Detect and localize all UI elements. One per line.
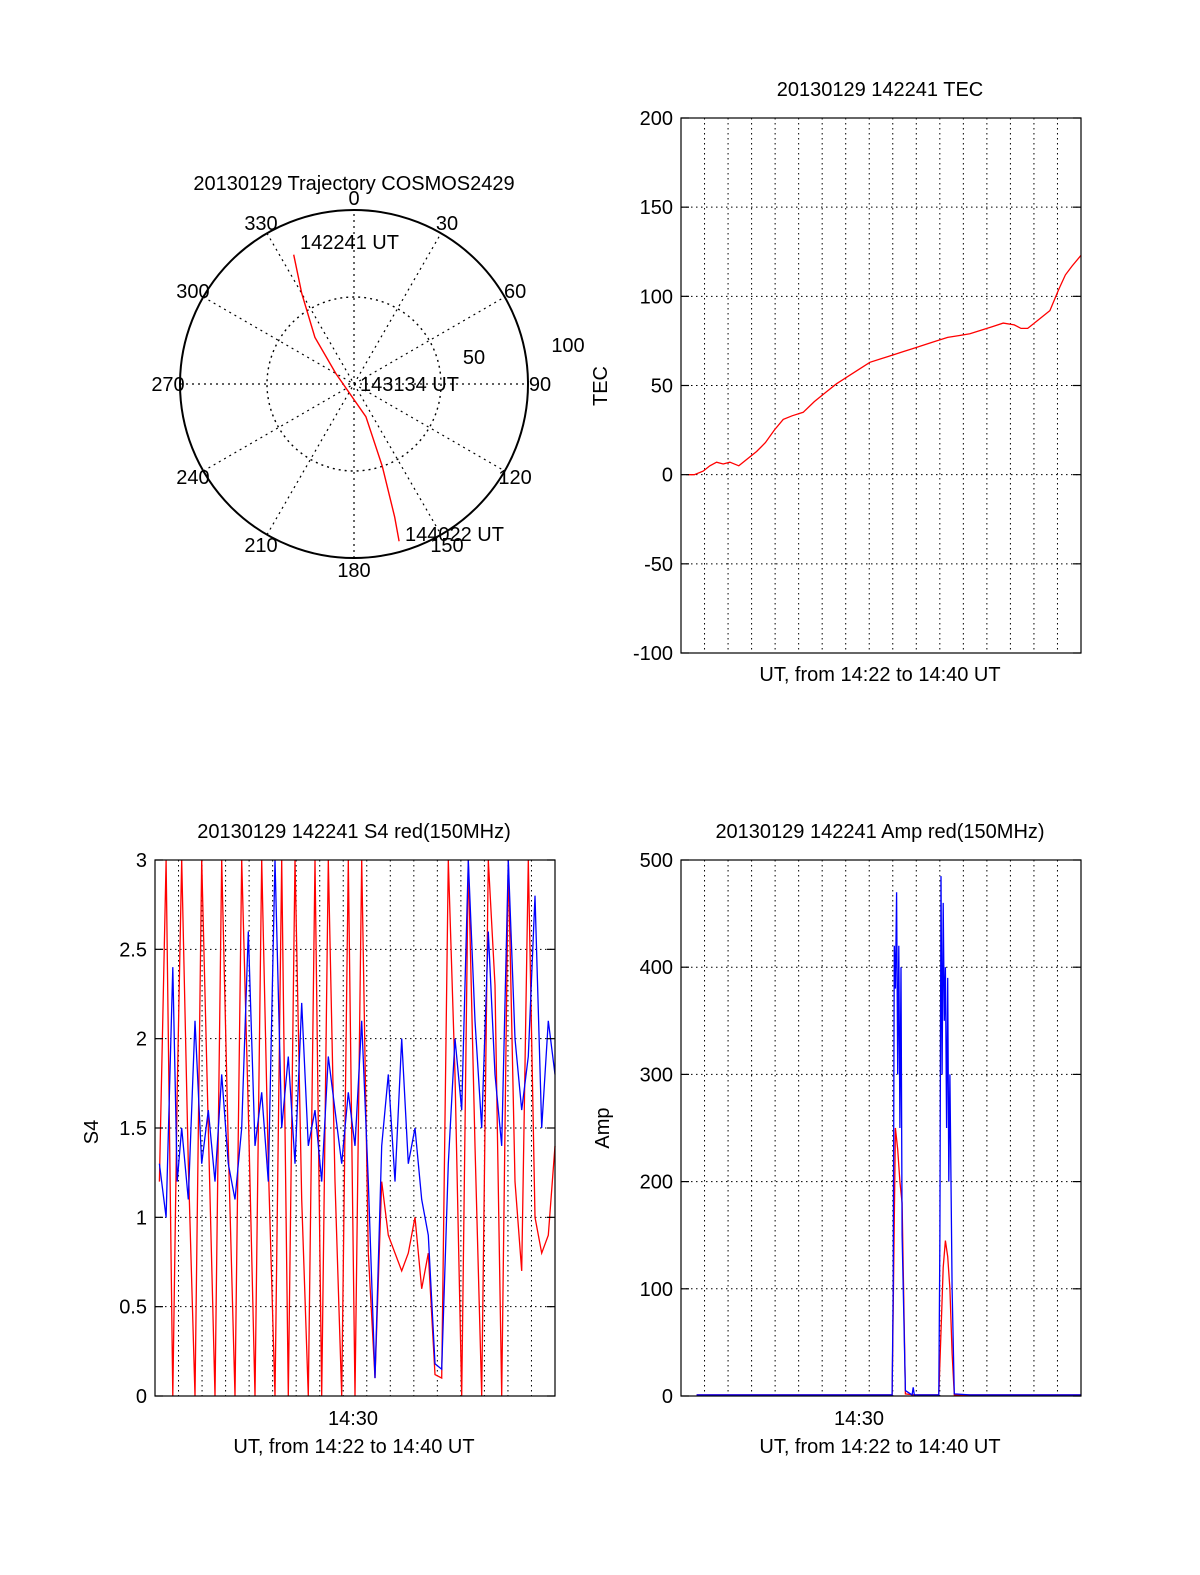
tec-ytick-label: 0 [662, 465, 673, 487]
tec-ytick-label: 150 [640, 197, 673, 219]
polar-angle-label-180: 180 [337, 560, 370, 582]
polar-angle-labels: 0 30 60 90 120 150 180 210 240 270 300 330 [151, 188, 551, 582]
polar-title: 20130129 Trajectory COSMOS2429 [193, 173, 514, 195]
s4-ytick-label: 1 [136, 1207, 147, 1229]
s4-ytick-label: 0.5 [119, 1297, 147, 1319]
amp-y-ticks: 0 100 200 300 400 500 [640, 850, 1081, 1408]
tec-plot: 20130129 142241 TEC -100-50050100150200 … [590, 79, 1082, 686]
polar-radius-label-50: 50 [463, 347, 485, 369]
polar-angle-label-120: 120 [498, 467, 531, 489]
amp-title: 20130129 142241 Amp red(150MHz) [715, 821, 1044, 843]
polar-spoke-150 [266, 233, 442, 535]
amp-plot: 20130129 142241 Amp red(150MHz) 0 100 200 3… [592, 821, 1082, 1458]
tec-y-ticks: -100 -50 0 50 100 150 200 [633, 108, 1081, 665]
polar-angle-label-330: 330 [244, 213, 277, 235]
polar-trajectory-line [293, 254, 400, 542]
polar-inner-circle [266, 296, 442, 472]
tec-title: 20130129 142241 TEC [777, 79, 983, 101]
amp-ytick-label: 400 [640, 957, 673, 979]
tec-ytick-label: 50 [651, 376, 673, 398]
tec-xlabel: UT, from 14:22 to 14:40 UT [759, 664, 1000, 686]
amp-ytick-label: 100 [640, 1279, 673, 1301]
amp-xlabel: UT, from 14:22 to 14:40 UT [759, 1436, 1000, 1458]
amp-grid [681, 860, 1081, 1396]
polar-angle-label-240: 240 [176, 467, 209, 489]
s4-ytick-label: 1.5 [119, 1118, 147, 1140]
polar-angle-label-300: 300 [176, 281, 209, 303]
tec-ylabel: TEC [590, 366, 612, 406]
polar-angle-label-210: 210 [244, 535, 277, 557]
s4-grid [155, 860, 555, 1396]
s4-ytick-label: 2 [136, 1029, 147, 1051]
s4-xtick-1430: 14:30 [328, 1408, 378, 1430]
s4-plot: 20130129 142241 S4 red(150MHz) 0 0.5 1 1.5 2… [81, 821, 556, 1458]
s4-ytick-label: 2.5 [119, 939, 147, 961]
polar-mid-time-label: 143134 UT [360, 374, 459, 396]
amp-ytick-label: 300 [640, 1064, 673, 1086]
polar-angle-label-60: 60 [504, 281, 526, 303]
polar-angle-label-270: 270 [151, 374, 184, 396]
amp-plot-frame [680, 859, 1082, 1397]
polar-angle-label-30: 30 [436, 213, 458, 235]
s4-y-ticks: 0 0.5 1 1.5 2 2.5 3 [119, 850, 555, 1408]
tec-ytick-label: -50 [644, 554, 673, 576]
polar-angle-label-150: 150 [430, 535, 463, 557]
amp-xtick-1430: 14:30 [834, 1408, 884, 1430]
amp-series-1-line [696, 876, 1081, 1396]
s4-ytick-label: 0 [136, 1386, 147, 1408]
s4-ylabel: S4 [81, 1120, 103, 1144]
polar-start-time-label: 142241 UT [300, 232, 399, 254]
amp-ytick-label: 500 [640, 850, 673, 872]
tec-grid [681, 118, 1081, 653]
amp-ytick-label: 200 [640, 1172, 673, 1194]
polar-angle-label-90: 90 [529, 374, 551, 396]
amp-ytick-label: 0 [662, 1386, 673, 1408]
amp-ylabel: Amp [592, 1107, 614, 1148]
amp-series [696, 876, 1081, 1396]
s4-series-1-line [158, 859, 556, 1379]
s4-title: 20130129 142241 S4 red(150MHz) [197, 821, 511, 843]
tec-series [687, 254, 1082, 476]
s4-ytick-label: 3 [136, 850, 147, 872]
tec-ytick-label: -100 [633, 643, 673, 665]
tec-series-0-line [687, 254, 1082, 476]
tec-ytick-label: 100 [640, 286, 673, 308]
polar-radius-label-100: 100 [551, 335, 584, 357]
polar-spokes [180, 210, 528, 558]
amp-series-0-line [696, 1127, 1081, 1396]
s4-xlabel: UT, from 14:22 to 14:40 UT [233, 1436, 474, 1458]
polar-angle-label-0: 0 [348, 188, 359, 210]
polar-end-time-label: 144022 UT [405, 524, 504, 546]
polar-trajectory-plot: 20130129 Trajectory COSMOS2429 0 30 60 90 12… [151, 173, 584, 582]
tec-ytick-label: 200 [640, 108, 673, 130]
